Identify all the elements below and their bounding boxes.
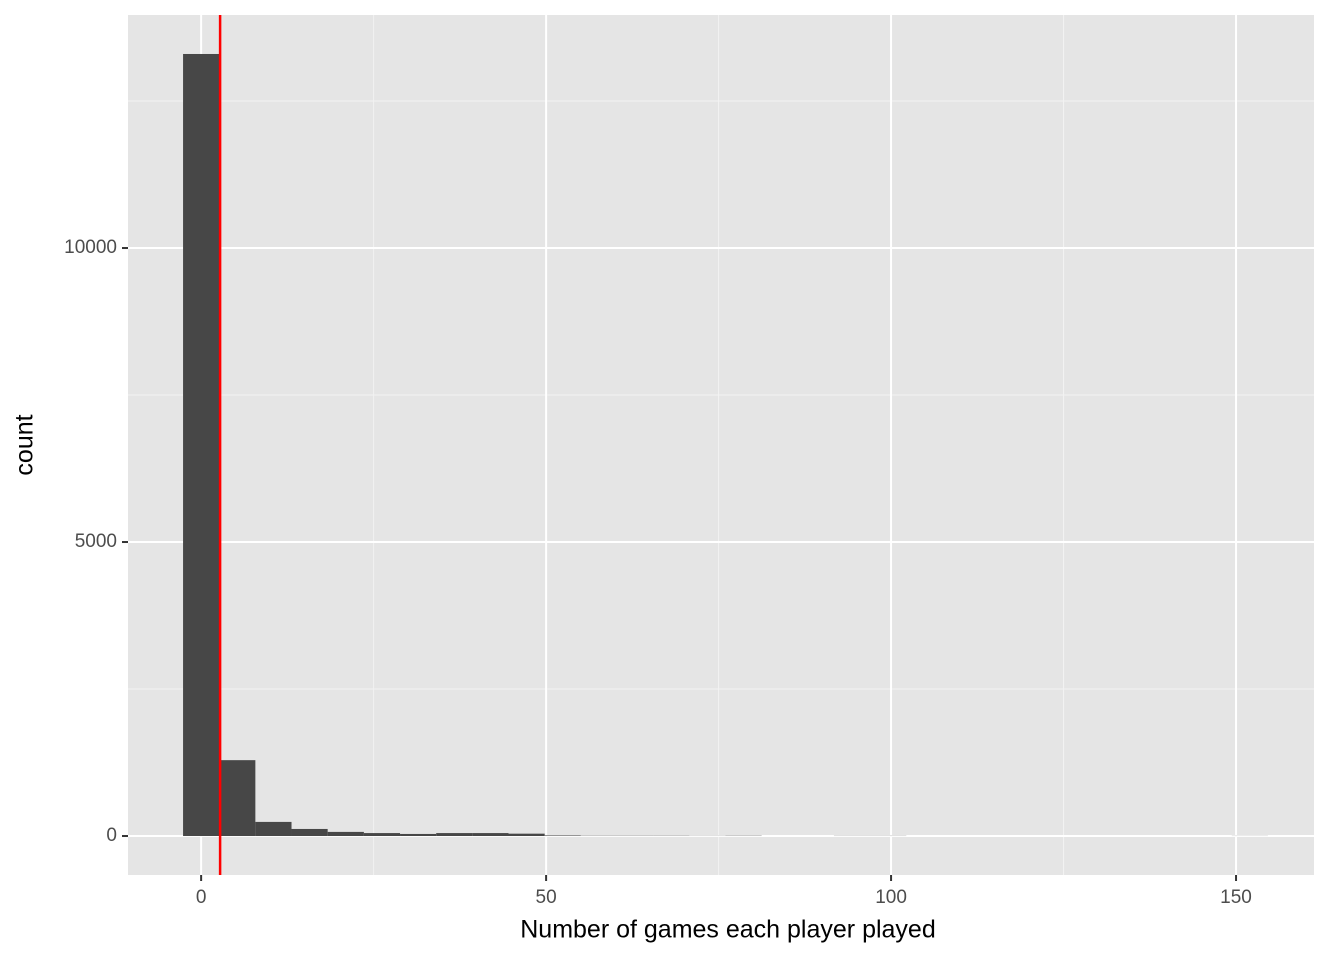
bar <box>508 833 545 837</box>
bar <box>544 835 581 837</box>
y-tick-label: 0 <box>106 825 117 846</box>
x-tick-label: 50 <box>536 887 557 908</box>
panel <box>128 15 1314 875</box>
y-tick-label: 10000 <box>64 237 117 258</box>
bar <box>327 831 364 837</box>
bar <box>255 821 292 837</box>
bar <box>363 833 401 837</box>
y-tick-label: 5000 <box>75 531 117 552</box>
bar <box>472 833 509 837</box>
bar <box>400 833 437 837</box>
bar <box>219 760 256 837</box>
bar <box>291 828 328 837</box>
bar <box>436 833 473 837</box>
y-axis-title: count <box>11 414 39 475</box>
x-axis-title: Number of games each player played <box>520 916 936 944</box>
x-tick-label: 150 <box>1220 887 1252 908</box>
x-tick-label: 100 <box>875 887 907 908</box>
bar <box>183 53 220 837</box>
x-tick-label: 0 <box>196 887 207 908</box>
